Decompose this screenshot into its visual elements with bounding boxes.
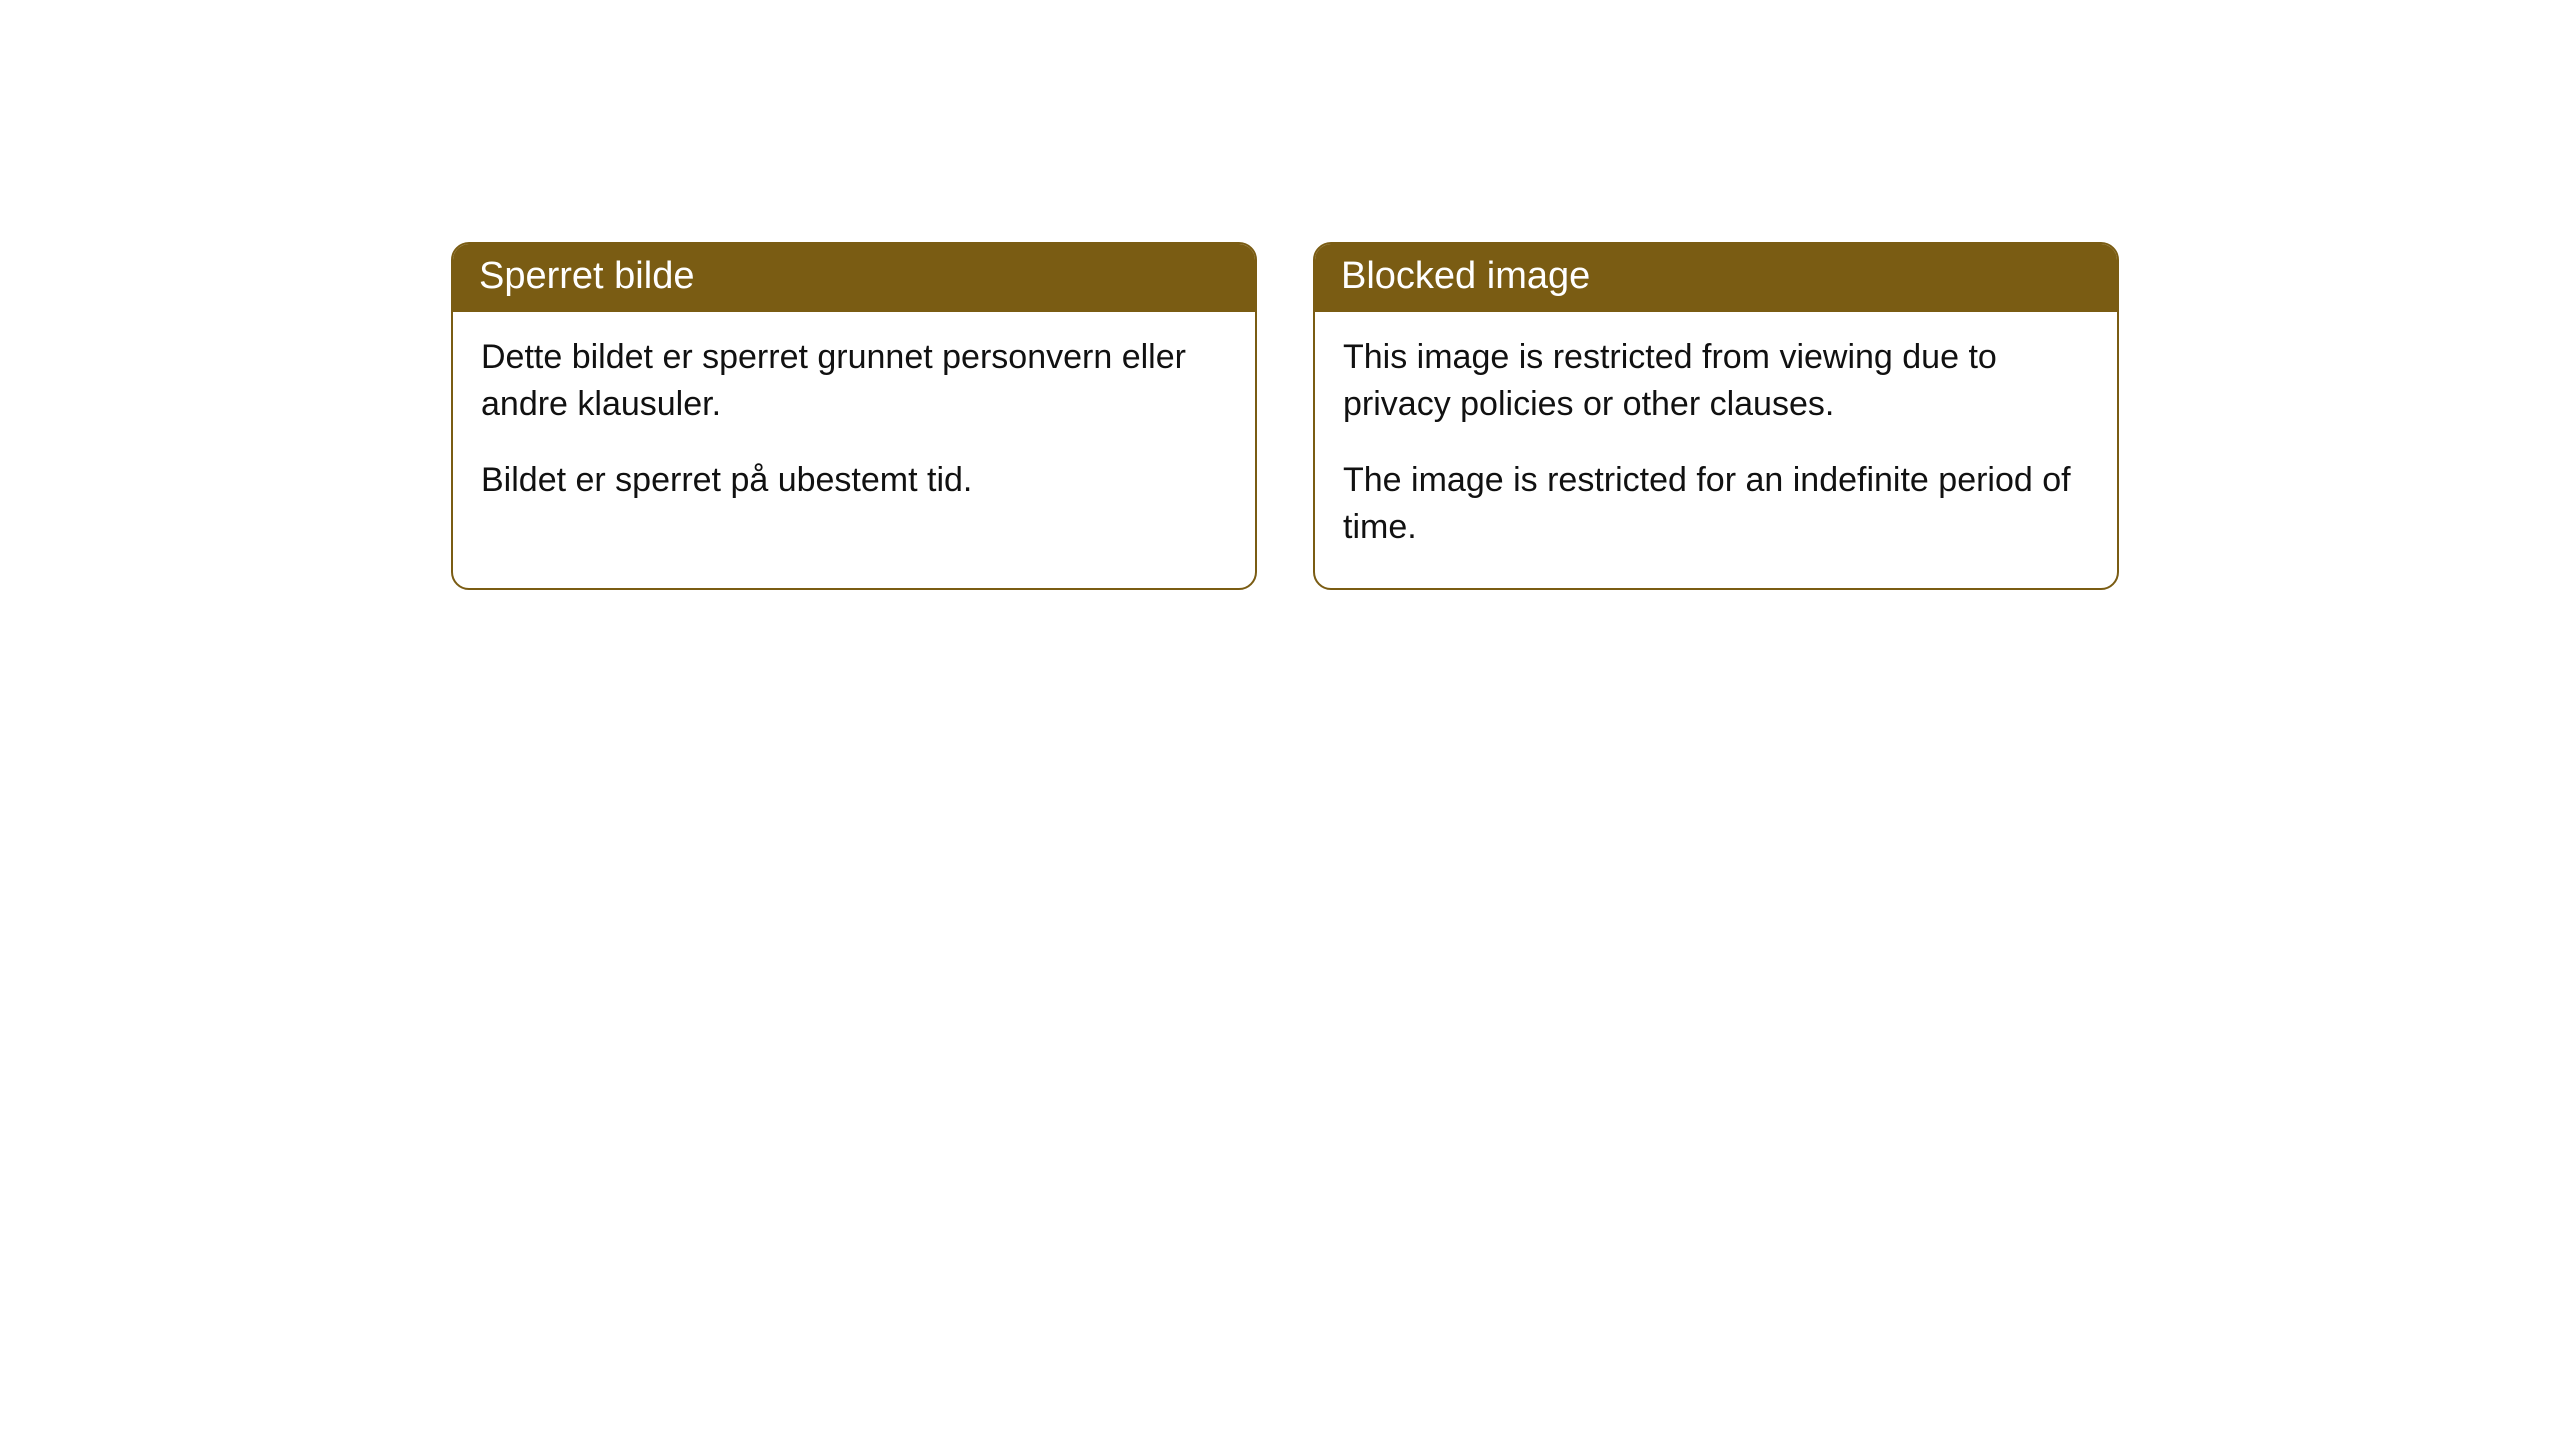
blocked-image-card-en: Blocked image This image is restricted f… <box>1313 242 2119 590</box>
card-header-no: Sperret bilde <box>453 244 1255 312</box>
message-paragraph-2-en: The image is restricted for an indefinit… <box>1343 457 2089 552</box>
message-paragraph-2-no: Bildet er sperret på ubestemt tid. <box>481 457 1227 505</box>
card-body-en: This image is restricted from viewing du… <box>1315 312 2117 588</box>
message-paragraph-1-no: Dette bildet er sperret grunnet personve… <box>481 334 1227 429</box>
card-body-no: Dette bildet er sperret grunnet personve… <box>453 312 1255 541</box>
blocked-image-card-no: Sperret bilde Dette bildet er sperret gr… <box>451 242 1257 590</box>
cards-container: Sperret bilde Dette bildet er sperret gr… <box>0 0 2560 590</box>
message-paragraph-1-en: This image is restricted from viewing du… <box>1343 334 2089 429</box>
card-header-en: Blocked image <box>1315 244 2117 312</box>
